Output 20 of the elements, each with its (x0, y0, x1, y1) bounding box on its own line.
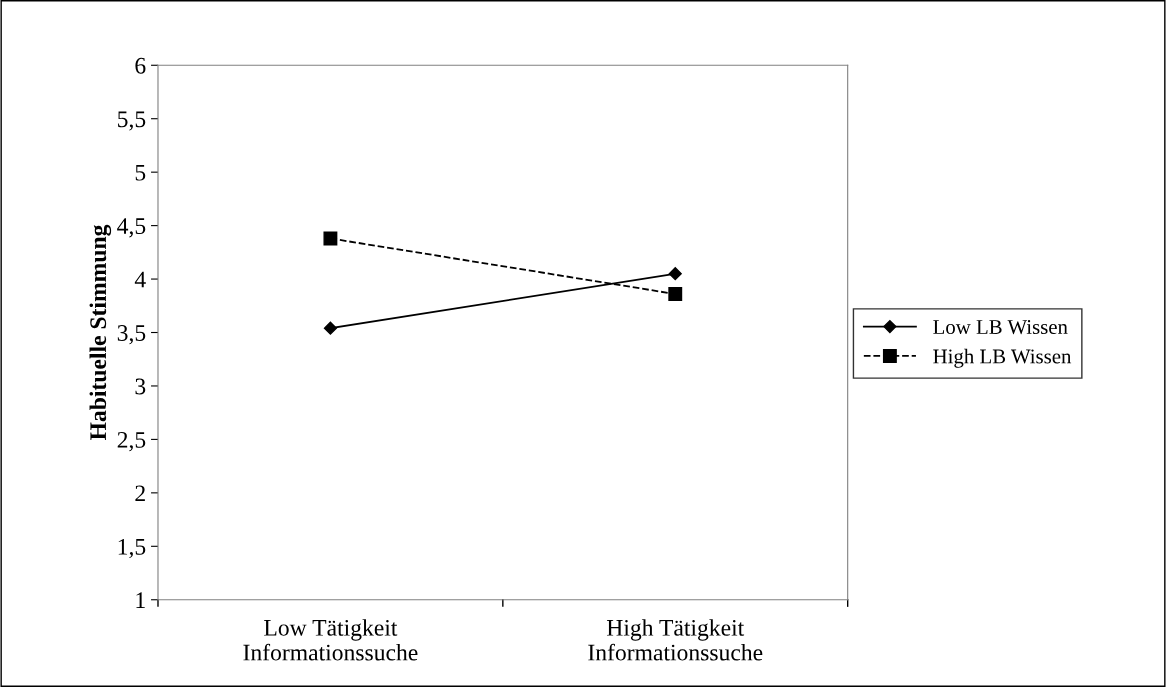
point (323, 321, 338, 335)
legend-label: High LB Wissen (933, 348, 1072, 368)
y-tick-label: 5,5 (118, 111, 146, 131)
y-axis-title: Habituelle Stimmung (89, 224, 112, 440)
point (668, 267, 682, 281)
y-tick-label: 2 (135, 485, 145, 502)
y-tick-label: 4 (134, 271, 146, 288)
y-tick-label: 6 (135, 57, 146, 74)
point (668, 287, 683, 301)
x-tick-label: Low Tätigkeit Informationssuche (243, 619, 418, 661)
y-tick-label: 1 (136, 592, 145, 608)
y-tick-label: 3,5 (117, 325, 146, 345)
point (323, 231, 338, 246)
y-tick-label: 2,5 (117, 431, 146, 452)
y-tick-label: 4,5 (117, 218, 146, 238)
y-tick-label: 1,5 (118, 538, 146, 559)
y-tick-label: 5 (135, 164, 146, 181)
y-tick-label: 3 (135, 378, 146, 395)
x-tick-label: High Tätigkeit Informationssuche (588, 619, 763, 661)
legend-label: Low LB Wissen (933, 320, 1068, 335)
